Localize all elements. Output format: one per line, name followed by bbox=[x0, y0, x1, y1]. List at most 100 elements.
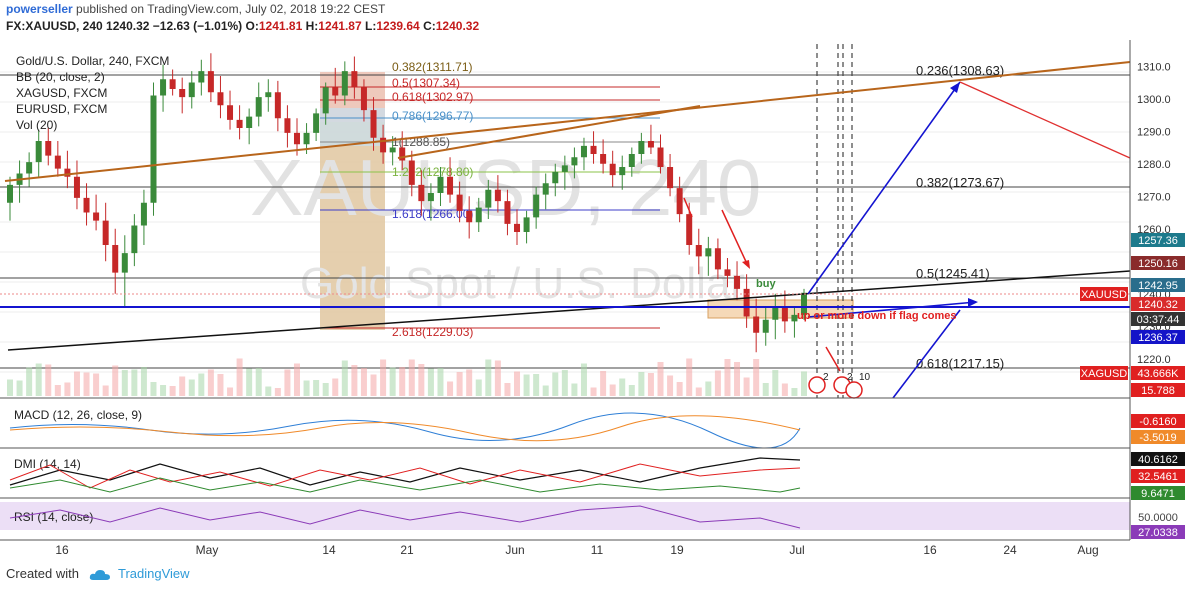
event-flag-icon[interactable] bbox=[845, 381, 863, 399]
candle-body bbox=[54, 155, 61, 169]
dmi-label: DMI (14, 14) bbox=[14, 457, 81, 471]
volume-bar bbox=[322, 383, 329, 396]
price-chart[interactable]: XAUUSD, 240 Gold Spot / U.S. Dollar 0.38… bbox=[0, 40, 1190, 564]
projection-arrows bbox=[683, 81, 1131, 399]
candle-body bbox=[523, 217, 530, 232]
candle-body bbox=[227, 105, 234, 120]
xagusd-side-label: XAGUSD bbox=[1081, 368, 1128, 380]
price-tag: 1240.32 bbox=[1138, 299, 1178, 311]
dmi-values: 40.6162 32.5461 9.6471 bbox=[1131, 452, 1185, 500]
volume-bar bbox=[54, 385, 61, 396]
volume-bar bbox=[313, 380, 320, 396]
event-flag-icon[interactable] bbox=[808, 376, 826, 394]
candle-body bbox=[638, 141, 645, 154]
candle-body bbox=[600, 154, 607, 164]
price-tag-box bbox=[1131, 330, 1185, 344]
candle-body bbox=[590, 145, 597, 154]
ohlc-close-label: C: bbox=[423, 19, 436, 33]
time-tick: Jun bbox=[505, 543, 524, 557]
rsi-label: RSI (14, close) bbox=[14, 510, 93, 524]
candle-body bbox=[580, 145, 587, 158]
volume-bar bbox=[609, 384, 616, 396]
candle-body bbox=[246, 116, 253, 128]
candle-body bbox=[456, 194, 463, 211]
volume-bar bbox=[734, 362, 741, 396]
volume-bar bbox=[475, 379, 482, 396]
volume-bar bbox=[131, 369, 138, 396]
macd-value: -0.6160 bbox=[1139, 416, 1176, 428]
candle-body bbox=[150, 95, 157, 203]
time-tick: 14 bbox=[322, 543, 336, 557]
ohlc-close: 1240.32 bbox=[435, 19, 480, 33]
price-tag-box bbox=[1131, 312, 1185, 326]
candle-body bbox=[207, 71, 214, 93]
macd-signal bbox=[9, 415, 801, 442]
candle-body bbox=[695, 245, 702, 257]
price-tick: 1310.0 bbox=[1137, 61, 1171, 73]
candle-body bbox=[427, 193, 434, 202]
volume-bar bbox=[801, 371, 807, 396]
event-count: 10 bbox=[859, 372, 871, 383]
time-tick: 16 bbox=[55, 543, 69, 557]
time-tick: Jul bbox=[789, 543, 804, 557]
price-tag: 1242.95 bbox=[1138, 280, 1178, 292]
rsi-band bbox=[0, 502, 1130, 530]
rsi-line bbox=[9, 505, 801, 529]
macd-label: MACD (12, 26, close, 9) bbox=[14, 408, 142, 422]
dmi-value: 32.5461 bbox=[1138, 471, 1178, 483]
price-tick: 1290.0 bbox=[1137, 126, 1171, 138]
time-tick: May bbox=[196, 543, 219, 557]
volume-bar bbox=[16, 380, 23, 396]
candle-body bbox=[485, 189, 492, 208]
time-tick: Aug bbox=[1077, 543, 1098, 557]
legend: Gold/U.S. Dollar, 240, FXCM BB (20, clos… bbox=[16, 54, 169, 132]
candlestick-series bbox=[7, 53, 807, 353]
candle-body bbox=[255, 97, 262, 117]
volume-bar bbox=[370, 374, 377, 396]
volume-bar bbox=[35, 363, 42, 396]
candle-body bbox=[341, 71, 348, 96]
macd-value: -3.5019 bbox=[1139, 432, 1176, 444]
candle-body bbox=[791, 314, 798, 322]
fib-left-label: 1.618(1266.00) bbox=[392, 207, 473, 221]
rsi-value: 50.0000 bbox=[1138, 512, 1178, 524]
candle-body bbox=[73, 176, 80, 198]
event-count: 2 bbox=[847, 372, 853, 383]
symbol-name: FX:XAUUSD, 240 bbox=[6, 19, 103, 33]
volume-bar bbox=[724, 359, 731, 396]
price-tick: 1280.0 bbox=[1137, 159, 1171, 171]
fib-left-label: 2.618(1229.03) bbox=[392, 325, 473, 339]
candle-body bbox=[217, 92, 224, 106]
volume-bar bbox=[351, 365, 358, 396]
time-tick: 11 bbox=[591, 543, 604, 557]
rsi-value: 27.0338 bbox=[1138, 527, 1178, 539]
candle-body bbox=[647, 141, 654, 148]
candle-body bbox=[609, 163, 616, 176]
candle-body bbox=[198, 71, 205, 83]
volume-bars bbox=[7, 358, 807, 396]
candle-body bbox=[504, 201, 511, 224]
candle-body bbox=[628, 154, 635, 167]
candle-body bbox=[734, 275, 741, 289]
volume-bar bbox=[676, 382, 683, 396]
candle-body bbox=[619, 167, 626, 176]
volume-bar bbox=[93, 373, 100, 396]
price-tag-box bbox=[1131, 256, 1185, 270]
fib-left-label: 1.272(1278.80) bbox=[392, 165, 473, 179]
volume-bar bbox=[571, 383, 578, 396]
volume-bar bbox=[686, 358, 693, 396]
publish-date: published on TradingView.com, July 02, 2… bbox=[76, 2, 386, 16]
last-price: 1240.32 bbox=[106, 19, 150, 33]
plot-background bbox=[0, 40, 1130, 540]
volume-bar bbox=[552, 372, 559, 396]
volume-bar bbox=[207, 369, 214, 396]
volume-bar bbox=[705, 381, 712, 396]
tradingview-link[interactable]: TradingView bbox=[118, 566, 190, 581]
candle-body bbox=[494, 189, 501, 202]
legend-bb: BB (20, close, 2) bbox=[16, 70, 105, 84]
candle-body bbox=[714, 248, 721, 270]
volume-bar bbox=[7, 379, 13, 396]
author-name[interactable]: powerseller bbox=[6, 2, 73, 16]
candle-body bbox=[236, 119, 243, 128]
legend-eurusd: EURUSD, FXCM bbox=[16, 102, 107, 116]
